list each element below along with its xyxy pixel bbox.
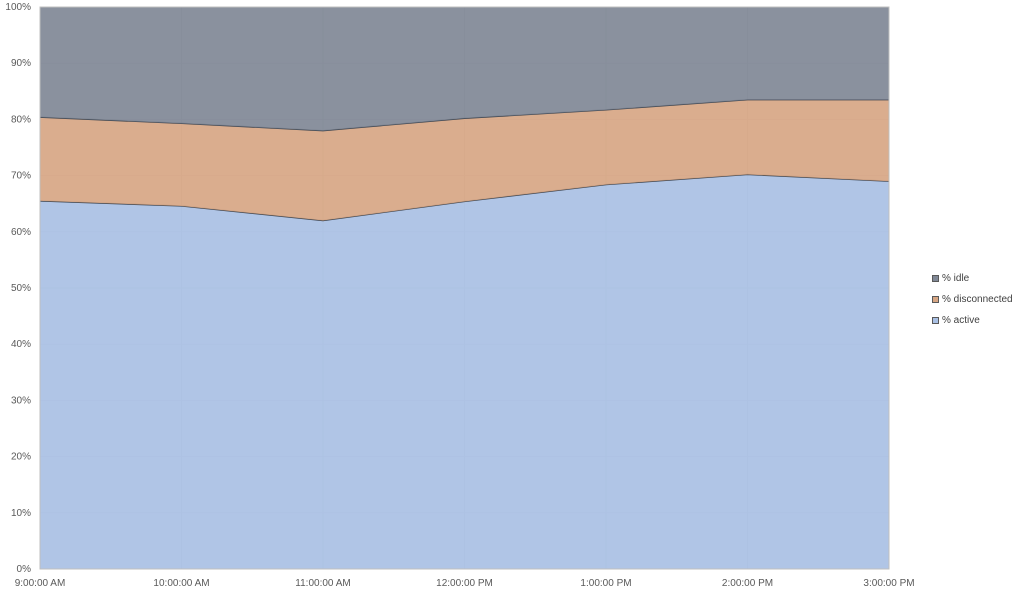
x-tick-label: 2:00:00 PM — [722, 578, 773, 589]
legend-item-disconnected: % disconnected — [932, 289, 1013, 310]
y-tick-labels: 0% 10% 20% 30% 40% 50% 60% 70% 80% 90% 100% — [5, 2, 31, 575]
legend-swatch — [932, 296, 939, 303]
area-idle — [40, 7, 889, 131]
x-tick-label: 9:00:00 AM — [15, 578, 66, 589]
area-disconnected — [40, 99, 889, 221]
y-tick-label: 50% — [11, 283, 31, 294]
legend-label: % disconnected — [942, 294, 1013, 305]
legend-label: % idle — [942, 273, 970, 284]
x-tick-label: 11:00:00 AM — [295, 578, 350, 589]
y-tick-label: 30% — [11, 395, 31, 406]
plot-area-border — [39, 6, 890, 570]
y-tick-label: 70% — [11, 171, 31, 182]
area-active — [40, 174, 889, 570]
x-tick-label: 10:00:00 AM — [153, 578, 209, 589]
legend-swatch — [932, 317, 939, 324]
x-tick-label: 1:00:00 PM — [580, 578, 631, 589]
y-tick-label: 90% — [11, 58, 31, 69]
legend-swatch — [932, 275, 939, 282]
x-tick-label: 3:00:00 PM — [863, 578, 914, 589]
y-tick-label: 60% — [11, 227, 31, 238]
y-tick-label: 20% — [11, 452, 31, 463]
y-tick-label: 100% — [5, 2, 31, 13]
legend-item-idle: % idle — [932, 268, 1013, 289]
legend-item-active: % active — [932, 310, 1013, 331]
y-tick-label: 80% — [11, 114, 31, 125]
y-tick-label: 40% — [11, 339, 31, 350]
x-tick-labels: 9:00:00 AM 10:00:00 AM 11:00:00 AM 12:00:00… — [15, 578, 915, 589]
y-tick-label: 0% — [17, 564, 32, 575]
x-tick-label: 12:00:00 PM — [436, 578, 493, 589]
y-tick-label: 10% — [11, 508, 31, 519]
legend: % idle % disconnected % active — [932, 268, 1013, 331]
legend-label: % active — [942, 315, 980, 326]
area-layer — [39, 6, 890, 570]
